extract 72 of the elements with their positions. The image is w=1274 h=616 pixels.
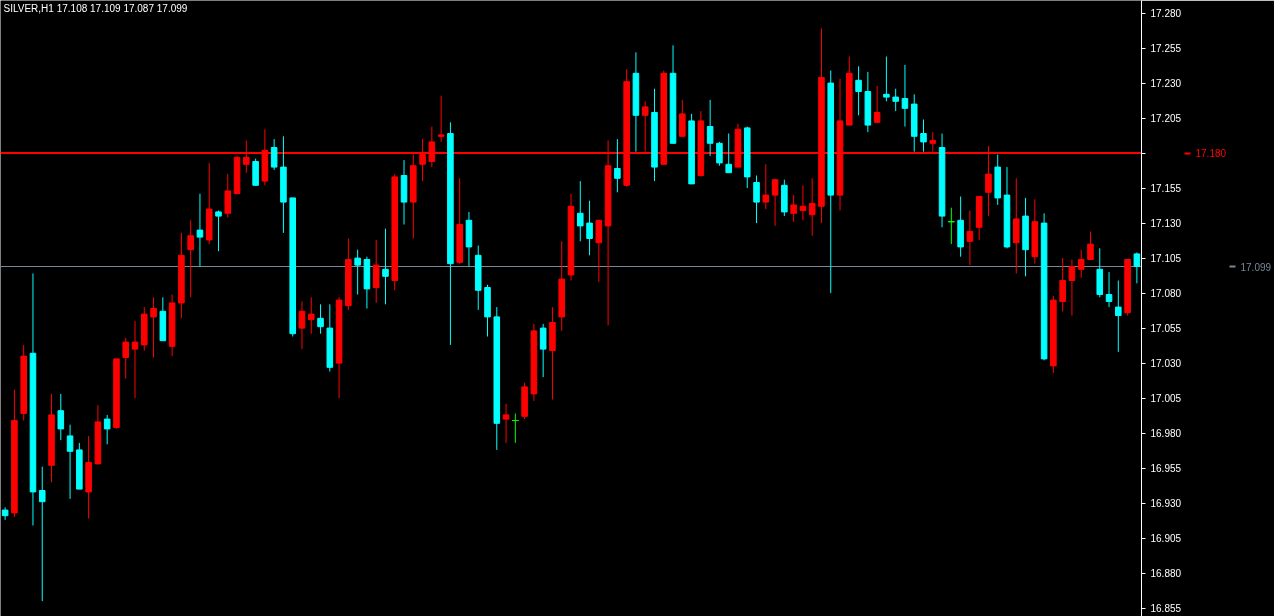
candlestick [595,219,603,283]
candlestick [586,200,593,256]
candlestick [437,95,445,143]
candlestick [187,219,194,298]
y-tick-label: 17.130 [1150,218,1182,230]
candlestick [706,99,714,157]
candlestick [196,193,204,267]
candlestick [1115,280,1122,353]
candlestick [539,323,547,378]
y-tick-label: 17.230 [1150,78,1182,90]
candlestick [576,180,584,242]
y-tick-label: 17.105 [1150,253,1182,265]
y-tick-label: 17.055 [1150,323,1182,335]
candlestick [614,138,621,193]
candlestick [901,64,909,127]
y-tick-label: 16.930 [1150,498,1182,510]
y-tick-label: 16.955 [1150,463,1182,475]
candlestick [920,119,927,153]
candlestick [725,133,732,174]
candlestick [66,424,74,500]
candlestick [1077,249,1085,279]
y-tick-label: 17.030 [1150,358,1182,370]
candlestick [224,173,232,218]
ref-line-label: 17.099 [1240,261,1272,273]
candlestick [892,88,899,112]
y-tick-label: 16.905 [1150,533,1182,545]
candlestick [679,99,686,137]
candlestick [771,179,779,227]
candlestick [790,194,797,223]
candlestick [1087,231,1094,260]
y-tick-label: 17.255 [1150,43,1182,55]
candlestick [298,301,306,350]
candlestick [1105,271,1113,308]
candlestick [354,249,361,295]
candlestick [799,184,807,221]
ref-line-label: 17.180 [1195,148,1227,160]
candlestick [122,337,130,379]
candlestick [808,177,816,237]
candlestick [873,85,881,123]
candlestick [855,65,862,116]
candlestick [1059,257,1066,312]
chart-title: SILVER,H1 17.108 17.109 17.087 17.099 [3,2,188,14]
y-tick-label: 17.005 [1150,393,1182,405]
y-tick-label: 17.080 [1150,288,1182,300]
y-tick-label: 17.205 [1150,113,1182,125]
y-tick-label: 16.980 [1150,428,1182,440]
candlestick [103,414,111,445]
candlestick [1,506,9,521]
candlestick [883,56,890,102]
candlestick [1133,252,1141,284]
candlestick [307,296,315,335]
candlestick [150,296,157,358]
candlestick [502,403,510,444]
candlestick [317,303,324,335]
candlestick [716,141,723,167]
y-tick-label: 16.855 [1150,603,1182,615]
candlestick [57,393,65,441]
candlestick [372,239,380,304]
candlestick [382,228,389,305]
candlestick [762,163,770,210]
y-tick-label: 16.880 [1150,568,1182,580]
candlestick [966,210,974,266]
candlestick [215,210,222,252]
candlestick [1012,177,1020,274]
candlestick [252,158,259,186]
y-tick-label: 17.280 [1150,8,1182,20]
candlestick [38,466,46,602]
y-tick-label: 17.155 [1150,183,1182,195]
candlestick [1068,259,1076,316]
candlestick [753,175,760,224]
candlestick [131,320,139,399]
candlestick [270,138,278,171]
